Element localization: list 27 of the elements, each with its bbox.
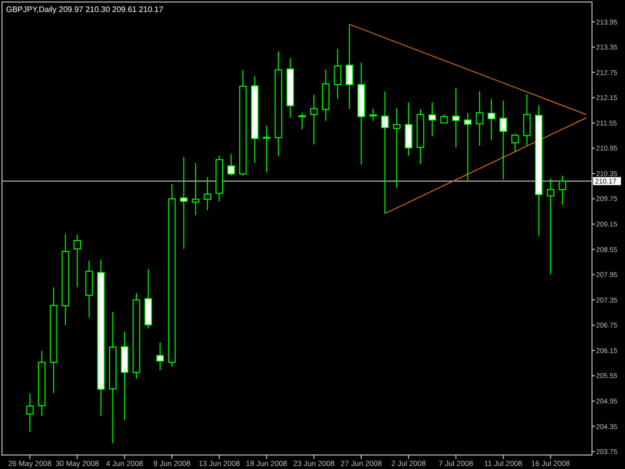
candlestick [464,112,472,181]
candlestick [180,156,188,250]
candlestick [404,102,412,156]
candlestick [310,94,318,145]
candlestick [204,176,212,211]
candlestick [476,90,484,146]
candlestick [26,392,34,432]
candlestick [558,175,566,206]
candlestick [452,87,460,148]
candlestick [488,98,496,141]
candlestick [156,342,164,371]
candlestick [334,48,342,100]
candlestick [428,102,436,137]
candlestick [227,154,235,176]
candlestick [392,108,401,188]
candlestick [298,112,306,130]
candlestick [346,24,354,110]
candlestick [546,178,554,275]
candlestick [73,234,82,288]
candlestick [381,90,389,214]
candlestick [192,162,200,216]
candlestick [523,94,531,146]
candlestick [369,108,377,122]
candlestick [511,133,519,152]
candlestick [499,100,508,180]
candlestick [262,125,270,173]
chart-title: GBPJPY,Daily 209.97 210.30 209.61 210.17 [6,5,164,14]
